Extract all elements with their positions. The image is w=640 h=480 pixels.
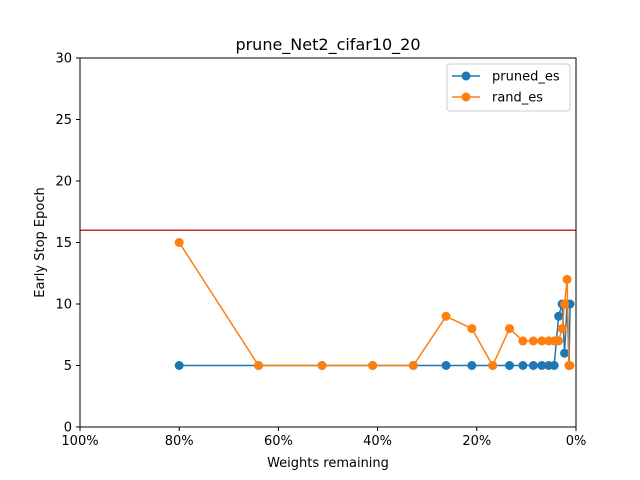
legend: pruned_es rand_es [446,63,571,112]
data-point-pruned-es [549,361,559,370]
data-point-rand-es [505,324,515,334]
data-point-rand-es [368,361,378,370]
x-axis-ticks: 100% 80% 60% 40% 20% 0% [61,427,586,449]
x-tick-label: 80% [165,434,194,449]
y-tick-label: 20 [55,175,72,190]
data-point-pruned-es [174,361,184,370]
plot-area [79,57,577,428]
data-point-pruned-es [441,361,451,370]
data-point-pruned-es [518,361,528,370]
x-tick-label: 100% [61,434,98,449]
y-axis-ticks: 0 5 10 15 20 25 30 [55,52,80,436]
data-point-rand-es [174,238,184,247]
data-point-pruned-es [505,361,515,370]
y-tick-label: 15 [55,236,72,251]
y-axis-title: Early Stop Epoch [33,187,48,297]
x-tick-label: 0% [566,434,587,449]
chart-title: prune_Net2_cifar10_20 [235,35,420,55]
x-tick-label: 40% [363,434,392,449]
y-tick-label: 25 [55,113,72,128]
x-tick-label: 60% [264,434,293,449]
data-point-rand-es [560,299,570,309]
legend-swatch-marker-rand-es [461,92,471,102]
data-point-rand-es [488,361,498,370]
data-point-rand-es [467,324,477,334]
y-tick-label: 0 [64,421,72,436]
legend-label-pruned-es: pruned_es [492,70,560,85]
data-point-pruned-es [537,361,547,370]
data-point-rand-es [254,361,264,370]
x-tick-label: 20% [462,434,491,449]
data-point-rand-es [317,361,327,370]
data-point-pruned-es [467,361,477,370]
data-point-rand-es [518,336,528,346]
data-point-rand-es [554,336,564,346]
series-layer [174,238,575,370]
x-axis-title: Weights remaining [267,456,389,471]
y-tick-label: 5 [64,359,72,374]
data-point-rand-es [562,274,572,284]
data-point-pruned-es [554,311,564,321]
y-tick-label: 30 [55,52,72,67]
data-point-rand-es [537,336,547,346]
legend-swatch-marker-pruned-es [461,71,471,81]
y-tick-label: 10 [55,298,72,313]
data-point-pruned-es [528,361,538,370]
plot-frame [80,58,576,427]
data-point-rand-es [565,361,575,370]
data-point-rand-es [528,336,538,346]
data-point-pruned-es [560,348,570,358]
data-point-rand-es [557,324,567,334]
data-point-rand-es [408,361,418,370]
data-point-rand-es [441,311,451,321]
legend-label-rand-es: rand_es [492,91,543,106]
